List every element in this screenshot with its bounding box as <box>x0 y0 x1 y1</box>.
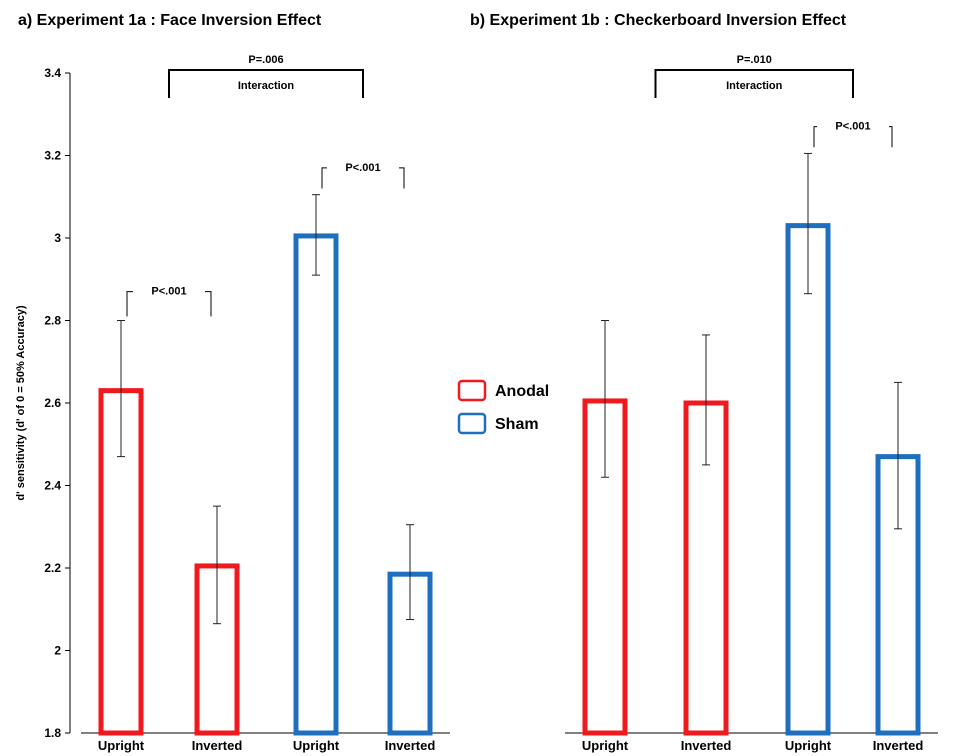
bar-sham <box>293 233 339 736</box>
x-category-label: Upright <box>785 738 832 753</box>
y-tick-label: 1.8 <box>44 726 61 740</box>
y-tick-label: 2.8 <box>44 314 61 328</box>
significance-label: P<.001 <box>345 162 380 174</box>
panel-title: b) Experiment 1b : Checkerboard Inversio… <box>470 12 847 29</box>
significance-bracket <box>126 291 212 317</box>
bar-sham <box>785 223 831 736</box>
significance-bracket <box>321 167 405 189</box>
significance-label: P<.001 <box>835 121 870 133</box>
x-category-label: Upright <box>293 738 340 753</box>
y-tick-label: 3 <box>54 231 61 245</box>
y-tick-label: 3.2 <box>44 149 61 163</box>
significance-bracket <box>813 126 893 148</box>
x-category-label: Inverted <box>385 738 436 753</box>
y-tick-label: 3.4 <box>44 66 61 80</box>
legend-swatch-anodal <box>457 379 487 402</box>
x-category-label: Upright <box>98 738 145 753</box>
legend-label-anodal: Anodal <box>495 383 549 400</box>
y-tick-label: 2 <box>54 644 61 658</box>
panel-title: a) Experiment 1a : Face Inversion Effect <box>18 12 322 29</box>
y-tick-label: 2.4 <box>44 479 61 493</box>
interaction-label: Interaction <box>238 80 295 92</box>
interaction-p-value: P=.010 <box>737 54 772 66</box>
interaction-label: Interaction <box>726 80 783 92</box>
x-category-label: Inverted <box>873 738 924 753</box>
interaction-bracket <box>654 69 854 98</box>
interaction-p-value: P=.006 <box>248 54 283 66</box>
x-category-label: Upright <box>582 738 629 753</box>
y-tick-label: 2.2 <box>44 561 61 575</box>
y-axis-label: d' sensitivity (d' of 0 = 50% Accuracy) <box>15 305 27 501</box>
y-tick-label: 2.6 <box>44 396 61 410</box>
x-category-label: Inverted <box>192 738 243 753</box>
legend-swatch-sham <box>457 412 487 435</box>
interaction-bracket <box>168 69 364 98</box>
legend-label-sham: Sham <box>495 416 539 433</box>
significance-label: P<.001 <box>151 286 186 298</box>
x-category-label: Inverted <box>681 738 732 753</box>
